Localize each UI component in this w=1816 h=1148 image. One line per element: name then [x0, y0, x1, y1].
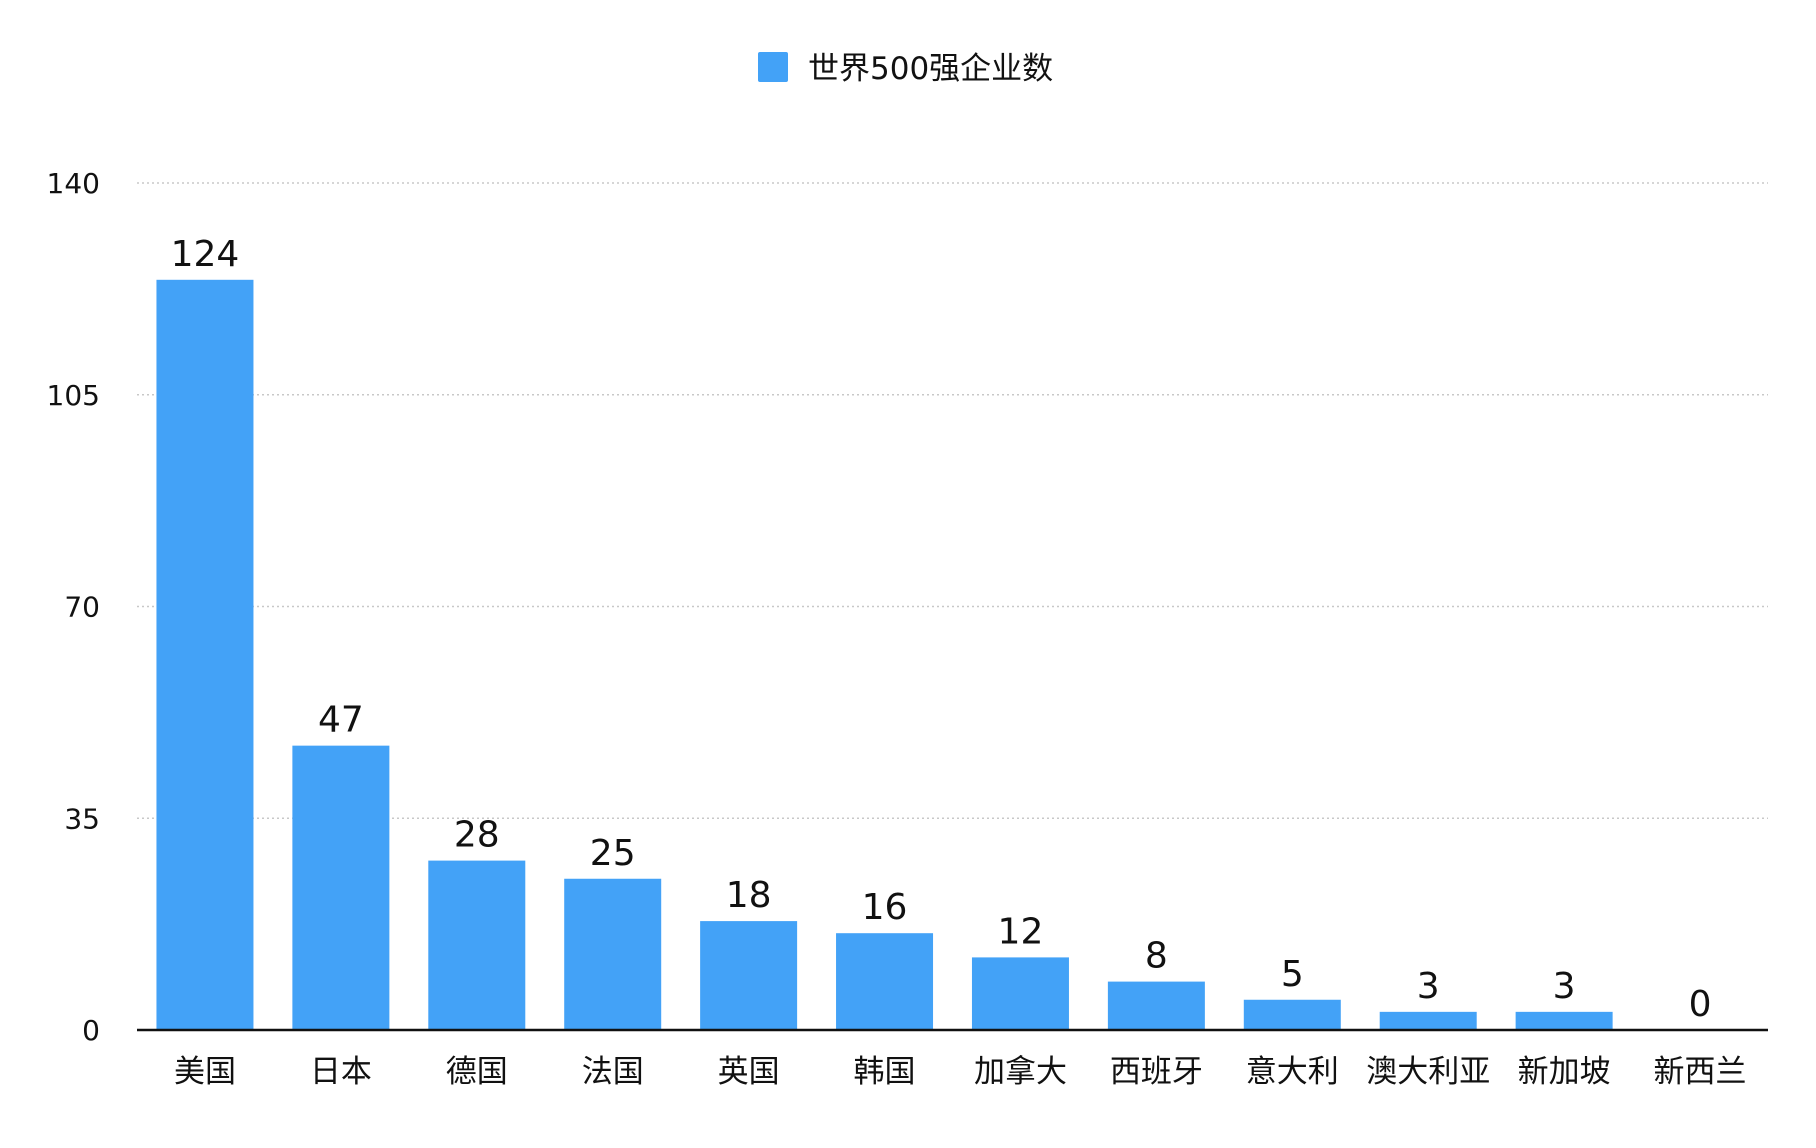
bar-value-label: 0 [1689, 984, 1712, 1025]
bar-value-label: 18 [726, 875, 772, 916]
bar[interactable] [700, 921, 797, 1030]
bar-value-label: 16 [862, 887, 908, 928]
bar-value-label: 5 [1281, 954, 1304, 995]
bar-value-label: 47 [318, 700, 364, 741]
y-tick-label: 140 [47, 167, 100, 200]
bar[interactable] [1380, 1012, 1477, 1030]
x-axis: 美国 日本 德国 法国 英国 韩国 加拿大 西班牙 意大利 澳大利亚 新加坡 新西兰 [137, 1030, 1768, 1090]
legend[interactable]: 世界500强企业数 [758, 51, 1053, 87]
x-tick-label: 德国 [446, 1054, 508, 1090]
bar-value-label: 124 [171, 234, 240, 275]
x-tick-label: 法国 [582, 1054, 644, 1090]
bar-value-label: 25 [590, 833, 636, 874]
y-tick-label: 105 [47, 379, 100, 412]
bar[interactable] [1244, 1000, 1341, 1030]
bar[interactable] [292, 746, 389, 1030]
x-tick-label: 韩国 [854, 1054, 916, 1090]
y-axis: 0 35 70 105 140 [47, 167, 100, 1047]
y-tick-label: 35 [64, 802, 100, 835]
bar-value-label: 3 [1417, 966, 1440, 1007]
legend-swatch [758, 52, 788, 82]
x-tick-label: 美国 [174, 1054, 236, 1090]
bar-value-label: 12 [998, 911, 1044, 952]
bar[interactable] [1108, 982, 1205, 1030]
bar-value-label: 8 [1145, 936, 1168, 977]
x-tick-label: 新西兰 [1654, 1054, 1747, 1090]
bar-value-label: 28 [454, 815, 500, 856]
bar[interactable] [428, 861, 525, 1030]
y-tick-label: 0 [82, 1014, 100, 1047]
x-tick-label: 日本 [310, 1054, 372, 1090]
x-tick-label: 西班牙 [1110, 1054, 1203, 1090]
x-tick-label: 新加坡 [1518, 1054, 1611, 1090]
bar[interactable] [1516, 1012, 1613, 1030]
bar[interactable] [156, 280, 253, 1030]
gridlines [137, 183, 1768, 818]
legend-label: 世界500强企业数 [808, 51, 1053, 87]
x-tick-label: 英国 [718, 1054, 780, 1090]
bar[interactable] [972, 957, 1069, 1030]
y-tick-label: 70 [64, 591, 100, 624]
x-tick-label: 澳大利亚 [1366, 1054, 1490, 1090]
bar[interactable] [836, 933, 933, 1030]
x-tick-label: 意大利 [1246, 1054, 1339, 1090]
bar[interactable] [564, 879, 661, 1030]
bar-value-label: 3 [1553, 966, 1576, 1007]
data-labels: 124 47 28 25 18 16 12 8 5 3 3 0 [171, 234, 1712, 1025]
x-tick-label: 加拿大 [974, 1054, 1067, 1090]
